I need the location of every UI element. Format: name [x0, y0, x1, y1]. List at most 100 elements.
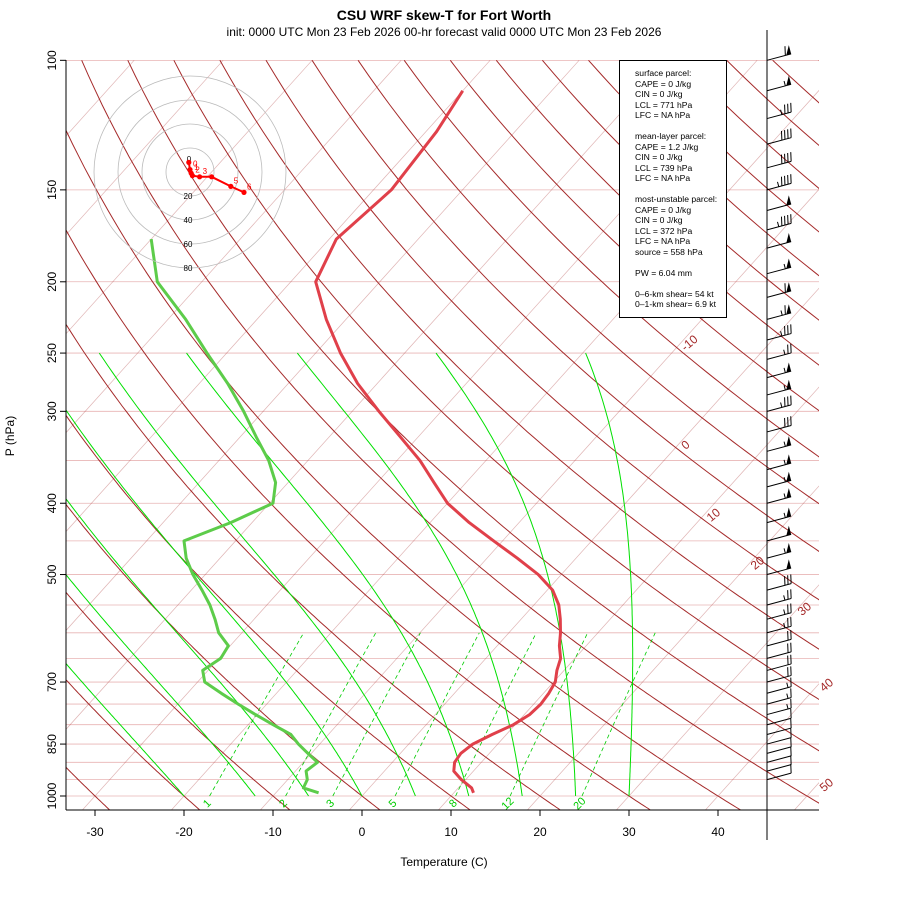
most-unstable-cin: CIN = 0 J/kg — [635, 215, 683, 225]
wind-barb — [766, 688, 792, 705]
wind-barb — [766, 589, 792, 606]
y-tick-label: 850 — [45, 734, 59, 754]
moist-adiabat-lines — [66, 352, 634, 797]
moist-adiabat-line — [66, 498, 310, 797]
isotherm-line — [66, 60, 669, 730]
hodograph-point-label: 6 — [247, 182, 252, 191]
dry-adiabat-lines — [66, 60, 900, 811]
x-tick-label: 20 — [533, 825, 547, 839]
x-tick-label: 30 — [622, 825, 636, 839]
surface-cape: CAPE = 0 J/kg — [635, 78, 692, 89]
isotherm-line — [66, 60, 224, 236]
dewpoint-line — [149, 238, 320, 795]
hodograph-point — [197, 174, 203, 180]
y-tick-label: 100 — [45, 50, 59, 70]
dry-adiabat-line — [311, 60, 819, 553]
dry-adiabat-line — [265, 60, 819, 601]
y-tick-label: 300 — [45, 401, 59, 421]
hodograph-ring-label: 80 — [184, 264, 193, 273]
dry-adiabat-line — [865, 60, 900, 811]
mixing-ratio-line — [394, 632, 480, 797]
mixing-ratio-line — [285, 632, 377, 797]
shear-0-1km: 0–1-km shear= 6.9 kt — [635, 299, 716, 309]
most-unstable-lfc: LFC = NA hPa — [635, 236, 691, 246]
dry-adiabat-line — [173, 60, 819, 701]
wind-barb — [766, 574, 792, 591]
isotherm-line — [793, 782, 819, 810]
wind-barb — [766, 642, 792, 659]
isotherm-lines — [66, 60, 900, 811]
wind-barb — [766, 654, 792, 671]
x-tick-label: 0 — [359, 825, 366, 839]
wind-barb — [766, 755, 792, 772]
wind-barb — [766, 709, 792, 726]
wind-barb — [766, 174, 792, 191]
isotherm-line — [66, 60, 313, 335]
mixing-ratio-label: 5 — [387, 797, 400, 810]
hodograph-point-label: 1 — [194, 163, 199, 172]
isotherm-label: 50 — [817, 775, 836, 795]
mixing-ratio-label: 3 — [324, 797, 337, 810]
wind-barb — [766, 152, 792, 169]
dry-adiabat-line — [66, 323, 562, 810]
moist-adiabat-line — [585, 352, 634, 797]
isotherm-line — [170, 89, 819, 810]
isotherm-line — [437, 386, 819, 810]
hodograph-point — [209, 174, 215, 180]
y-tick-label: 700 — [45, 672, 59, 692]
hodograph-ring-label: 40 — [184, 216, 193, 225]
y-tick-label: 200 — [45, 271, 59, 291]
wind-barb — [766, 617, 792, 634]
wind-barb — [766, 128, 792, 145]
wind-barb — [766, 75, 792, 92]
moist-adiabat-line — [98, 352, 416, 797]
wind-barb — [766, 454, 792, 471]
isotherm-line — [882, 60, 900, 811]
wind-barb — [766, 324, 792, 341]
dry-adiabat-line — [403, 60, 819, 458]
isotherm-label: 40 — [817, 675, 836, 695]
dry-adiabat-line — [66, 679, 201, 810]
mixing-ratio-line — [332, 632, 421, 797]
hodograph-ring — [141, 123, 239, 221]
most-unstable-header: most-unstable parcel: — [635, 194, 718, 204]
mixing-ratio-lines — [209, 632, 656, 797]
mixing-ratio-line — [581, 632, 656, 797]
wind-barb — [766, 728, 792, 745]
dry-adiabat-line — [66, 591, 291, 810]
wind-barb — [766, 362, 792, 379]
dry-adiabat-line — [357, 60, 819, 505]
dry-adiabat-line — [726, 60, 819, 147]
wind-barb — [766, 746, 792, 763]
isotherm-line — [526, 485, 819, 810]
wind-barb — [766, 45, 792, 61]
moist-adiabat-line — [66, 409, 363, 797]
shear-0-6km: 0–6-km shear= 54 kt — [635, 288, 714, 299]
dry-adiabat-line — [66, 229, 652, 810]
isotherm-line — [615, 584, 819, 810]
y-tick-label: 400 — [45, 493, 59, 513]
dry-adiabat-line — [219, 60, 819, 650]
most-unstable-cape: CAPE = 0 J/kg — [635, 204, 692, 215]
wind-barb — [766, 698, 792, 716]
hodograph-point — [189, 173, 195, 179]
isotherm-line — [66, 60, 491, 533]
precipitable-water: PW = 6.04 mm — [635, 267, 693, 278]
isotherm-line — [66, 60, 580, 631]
x-tick-label: -30 — [86, 825, 104, 839]
chart-subtitle: init: 0000 UTC Mon 23 Feb 2026 00-hr for… — [227, 25, 662, 39]
hodograph-ring — [93, 75, 287, 269]
dry-adiabat-line — [818, 60, 819, 62]
hodograph-point-label: 0 — [193, 160, 198, 169]
surface-cin: CIN = 0 J/kg — [635, 89, 683, 99]
wind-barb — [766, 343, 792, 360]
wind-barb — [766, 525, 792, 542]
moist-adiabat-line — [66, 573, 256, 797]
wind-barb — [766, 666, 792, 683]
sounding-profiles — [149, 89, 563, 795]
dry-adiabat-line — [772, 60, 819, 104]
isotherm-line — [259, 188, 819, 810]
mean-layer-cape: CAPE = 1.2 J/kg — [635, 141, 699, 152]
